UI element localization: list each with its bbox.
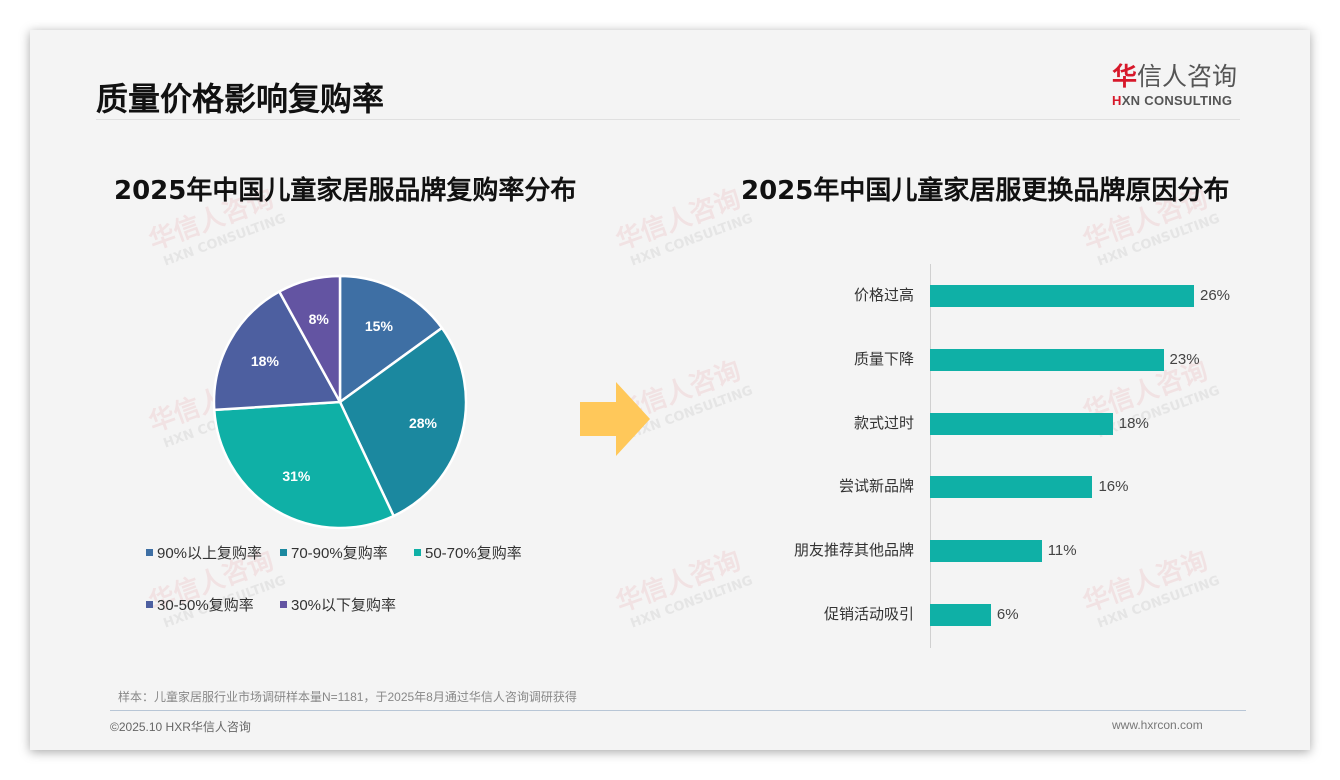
website-link[interactable]: www.hxrcon.com [1112,718,1203,732]
legend-item: 90%以上复购率 [146,542,262,563]
legend-swatch [414,549,421,556]
slide: 华信人咨询 HXN CONSULTING 华信人咨询 HXN CONSULTING … [30,30,1310,750]
pie-chart: 15% 28% 31% 18% 8% [212,274,468,530]
pie-slice [212,289,343,412]
pie-slice-label: 15% [364,317,393,334]
legend-label: 30-50%复购率 [157,597,254,614]
bar-value-label: 26% [1200,287,1231,304]
pie-slice [277,274,342,403]
source-note: 样本：儿童家居服行业市场调研样本量N=1181，于2025年8月通过华信人咨询调… [118,690,577,704]
bar-chart-title: 2025年中国儿童家居服更换品牌原因分布 [741,176,1230,206]
bar-category-label: 款式过时 [853,414,914,432]
bar-row: 朋友推荐其他品牌 11% [750,540,1270,563]
legend-swatch [146,549,153,556]
pie-slice-label: 8% [308,311,329,327]
bar [930,604,991,626]
pie-slice-label: 18% [250,352,279,369]
pie-slice-label: 31% [282,467,311,484]
legend-item: 50-70%复购率 [414,542,522,563]
bar [930,412,1113,435]
bar-value-label: 11% [1047,542,1077,560]
bar [930,476,1093,499]
pie-slice [212,400,396,530]
pie-slice-label: 28% [408,415,437,432]
bar-row: 价格过高 26% [750,285,1270,307]
pie-slice [338,326,468,518]
legend-swatch [146,601,153,608]
right-arrow-icon [580,382,650,456]
bar-category-label: 促销活动吸引 [823,606,914,623]
bar-axis [930,264,931,648]
legend-swatch [280,549,287,556]
legend-label: 70-90%复购率 [291,545,388,562]
bar-category-label: 朋友推荐其他品牌 [793,542,914,560]
bar-row: 促销活动吸引 6% [750,604,1270,626]
bar-row: 质量下降 23% [750,348,1270,371]
bar-category-label: 质量下降 [853,350,914,368]
bar-category-label: 尝试新品牌 [838,478,914,496]
legend-label: 90%以上复购率 [157,545,263,562]
legend-label: 30%以下复购率 [291,597,397,614]
bar-row: 尝试新品牌 16% [750,476,1270,499]
legend-swatch [280,601,287,608]
bar-value-label: 23% [1169,350,1200,368]
title-divider [96,119,1240,120]
bar [930,285,1194,307]
bar-row: 款式过时 18% [750,412,1270,435]
bar [930,540,1042,563]
page-title: 质量价格影响复购率 [96,80,385,118]
bar-value-label: 16% [1098,478,1129,496]
bar-value-label: 6% [996,606,1019,623]
bar-chart: 价格过高 26% 质量下降 23% 款式过时 18% 尝试新品牌 16% 朋友推荐其他品牌 11%… [750,264,1270,648]
legend-item: 30%以下复购率 [280,594,396,615]
legend-item: 70-90%复购率 [280,542,388,563]
bar-value-label: 18% [1118,414,1149,432]
pie-chart-title: 2025年中国儿童家居服品牌复购率分布 [114,176,577,206]
bar [930,348,1164,371]
company-logo: 华信人咨询 HXN CONSULTING [1112,62,1238,108]
bar-category-label: 价格过高 [853,287,914,304]
footer-divider [110,710,1246,711]
legend-item: 30-50%复购率 [146,594,254,615]
pie-slice [338,274,444,405]
legend-label: 50-70%复购率 [425,545,522,562]
pie-svg [212,274,468,530]
copyright: ©2025.10 HXR华信人咨询 [110,720,251,734]
